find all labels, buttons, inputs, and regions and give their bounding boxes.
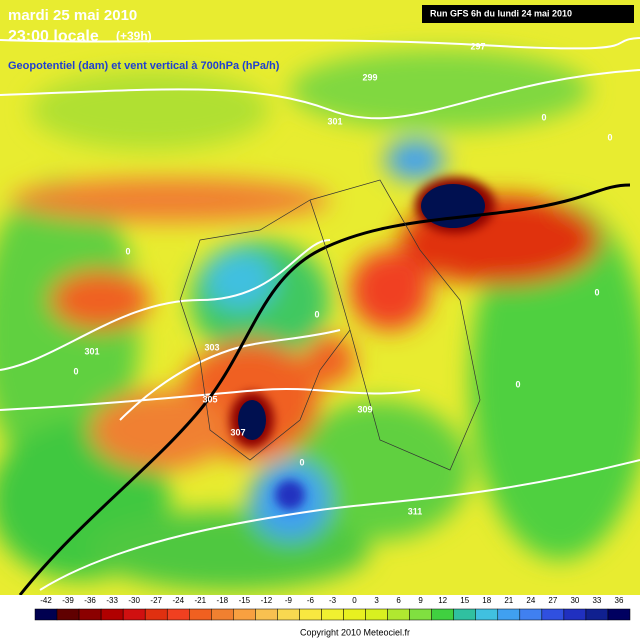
contour-label: 307	[230, 427, 245, 437]
colorbar-label: -3	[329, 596, 337, 605]
colorbar-label: 21	[504, 596, 513, 605]
color-swatch	[541, 608, 565, 621]
colorbar-label: -6	[307, 596, 315, 605]
colorbar-label: -42	[40, 596, 52, 605]
lead: (+39h)	[116, 29, 152, 43]
color-swatch	[299, 608, 322, 621]
colorbar-label: 30	[570, 596, 579, 605]
color-swatch	[56, 608, 80, 621]
colorbar-label: -9	[285, 596, 293, 605]
copyright: Copyright 2010 Meteociel.fr	[300, 627, 410, 637]
contour-label: 0	[515, 379, 520, 389]
colorbar-label: 27	[548, 596, 557, 605]
color-swatch	[453, 608, 476, 621]
contour-label: 0	[299, 457, 304, 467]
front-line	[18, 183, 631, 596]
contours	[0, 37, 640, 591]
color-swatch	[100, 608, 124, 621]
contour-label: 0	[314, 309, 319, 319]
contour-label: 311	[408, 506, 423, 516]
color-swatch	[122, 608, 146, 621]
color-swatch	[475, 608, 499, 621]
color-swatch	[189, 608, 212, 621]
colorbar-label: -30	[128, 596, 140, 605]
colorbar-label: -33	[106, 596, 118, 605]
subtitle: Geopotentiel (dam) et vent vertical à 70…	[8, 60, 280, 72]
color-swatch	[277, 608, 300, 621]
color-swatch	[34, 608, 58, 621]
color-swatch	[144, 608, 168, 621]
contour-label: 297	[470, 41, 485, 51]
contour-label: 0	[607, 132, 612, 142]
colorbar-label: 12	[438, 596, 447, 605]
color-swatch	[387, 608, 410, 621]
contour-label: 301	[84, 346, 99, 356]
colorbar-label: -36	[84, 596, 96, 605]
colorbar-label: -39	[62, 596, 74, 605]
colorbar-label: 18	[482, 596, 491, 605]
contour-label: 0	[541, 112, 546, 122]
color-swatch	[519, 608, 543, 621]
colorbar-label: 15	[460, 596, 469, 605]
color-swatch	[233, 608, 256, 621]
colorbar-label: -15	[239, 596, 251, 605]
colorbar-label: -21	[194, 596, 206, 605]
colorbar-label: 33	[592, 596, 601, 605]
colorbar-label: 0	[352, 596, 357, 605]
run-box	[422, 5, 634, 23]
colorbar-label: -18	[217, 596, 229, 605]
color-swatch	[563, 608, 587, 621]
contour-label: 299	[362, 72, 377, 82]
colorbar-label: 9	[418, 596, 423, 605]
field	[0, 0, 640, 595]
contour-label: 0	[594, 287, 599, 297]
color-swatch	[409, 608, 432, 621]
time: 23:00 locale	[8, 28, 99, 45]
colorbar-label: 6	[396, 596, 401, 605]
header: mardi 25 mai 2010 23:00 locale (+39h) Ge…	[8, 5, 634, 72]
color-swatch	[343, 608, 366, 621]
color-swatch	[166, 608, 190, 621]
contour-label: 0	[125, 246, 130, 256]
colorbar-label: 3	[374, 596, 379, 605]
colorbar-label: -27	[150, 596, 162, 605]
color-swatch	[607, 608, 631, 621]
date: mardi 25 mai 2010	[8, 7, 137, 24]
colorbar-label: -12	[261, 596, 273, 605]
colorbar: -42 -39 -36 -33 -30 -27 -24 -21 -18 -15 -12 -9 -6 -3 0…	[34, 596, 631, 621]
color-swatch	[211, 608, 234, 621]
color-swatch	[585, 608, 609, 621]
color-swatch	[497, 608, 521, 621]
color-swatch	[255, 608, 278, 621]
contour-label: 303	[204, 342, 219, 352]
run: Run GFS 6h du lundi 24 mai 2010	[430, 8, 572, 18]
colorbar-label: 36	[615, 596, 624, 605]
borders	[179, 179, 481, 471]
contour-label: 305	[202, 394, 217, 404]
colorbar-label: -24	[172, 596, 184, 605]
color-swatch	[365, 608, 388, 621]
contour-label: 301	[327, 116, 342, 126]
color-swatch	[431, 608, 454, 621]
color-swatch	[78, 608, 102, 621]
contour-label: 309	[357, 404, 372, 414]
colorbar-label: 24	[526, 596, 535, 605]
color-swatch	[321, 608, 344, 621]
contour-labels: 297 299 301 301 303 305 307 309 311 0 0 …	[73, 41, 612, 516]
contour-label: 0	[73, 366, 78, 376]
